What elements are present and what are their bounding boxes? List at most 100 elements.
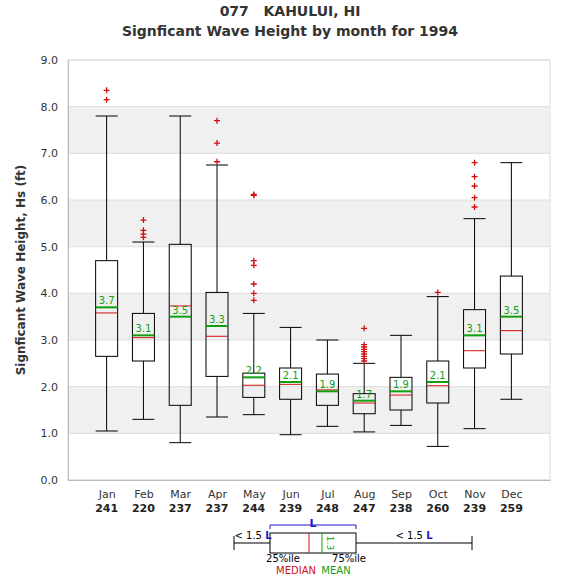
box-group [353, 325, 375, 432]
whisker-lower [180, 405, 181, 442]
grid-line [68, 106, 550, 107]
y-tick: 0.0 [41, 474, 69, 487]
mean-line [243, 376, 265, 378]
mean-label: 3.1 [467, 323, 483, 334]
count-label: 237 [206, 502, 229, 515]
whisker-cap-lower [316, 426, 338, 427]
outlier [140, 227, 146, 233]
outlier [472, 160, 478, 166]
key-mean-label: MEAN [321, 565, 350, 576]
y-tick: 7.0 [41, 147, 69, 160]
x-tick: Feb [134, 480, 153, 501]
mean-line [500, 316, 522, 318]
mean-label: 1.7 [356, 389, 372, 400]
count-label: 241 [95, 502, 118, 515]
whisker-upper [474, 219, 475, 310]
y-tick-label: 2.0 [41, 381, 59, 394]
whisker-lower [437, 403, 438, 446]
plot-frame [68, 60, 550, 480]
whisker-cap-upper [500, 162, 522, 163]
grid-band [68, 200, 550, 247]
counts: 241220237237244239248247238260239259 [95, 502, 523, 515]
y-tick: 9.0 [41, 54, 69, 67]
box-group [464, 160, 486, 429]
y-tick-label: 7.0 [41, 147, 59, 160]
y-tick-label: 8.0 [41, 101, 59, 114]
outlier [472, 204, 478, 210]
mean-line [206, 325, 228, 327]
x-tick: Dec [501, 480, 522, 501]
count-label: 247 [353, 502, 376, 515]
count-label: 238 [390, 502, 413, 515]
mean-label: 3.7 [99, 295, 115, 306]
box-group [390, 335, 412, 425]
key-median [309, 533, 310, 553]
box [500, 276, 522, 354]
box-group [132, 217, 154, 419]
whisker-lower [253, 397, 254, 414]
outlier [251, 192, 257, 198]
whisker-upper [180, 116, 181, 244]
y-tick: 5.0 [41, 241, 69, 254]
box [206, 292, 228, 376]
median-line [206, 336, 228, 337]
grid-band [68, 387, 550, 434]
grid-line [68, 60, 550, 61]
y-axis: 0.01.02.03.04.05.06.07.08.09.0 [41, 54, 69, 487]
key-bracket [270, 525, 271, 529]
median-line [96, 312, 118, 313]
mean-line [390, 390, 412, 392]
box-group [96, 87, 118, 431]
outlier [472, 183, 478, 189]
count-label: 220 [132, 502, 155, 515]
median-line [132, 337, 154, 338]
whisker-cap-lower [353, 431, 375, 432]
whisker-lower [143, 361, 144, 419]
outlier [472, 174, 478, 180]
outlier [214, 118, 220, 124]
x-tick: Aug [354, 480, 375, 501]
outlier [361, 342, 367, 348]
box [132, 313, 154, 361]
median-line [353, 403, 375, 404]
x-axis-line [69, 480, 551, 481]
key-box [270, 533, 356, 553]
mean-line [132, 334, 154, 336]
marks [96, 87, 523, 446]
key-whisker [356, 543, 472, 544]
x-tick-label: Sep [391, 488, 412, 501]
y-tick-label: 9.0 [41, 54, 59, 67]
grid-line [68, 433, 550, 434]
whisker-cap-upper [96, 116, 118, 117]
x-tick: Jun [282, 480, 300, 501]
x-tick-label: Jul [320, 488, 334, 501]
grid-line [68, 480, 550, 481]
outlier [251, 191, 257, 197]
y-tick: 3.0 [41, 334, 69, 347]
whisker-cap-upper [280, 327, 302, 328]
x-tick: Jul [320, 480, 334, 501]
y-tick: 4.0 [41, 287, 69, 300]
mean-line [427, 381, 449, 383]
subtitle: Signficant Wave Height by month for 1994 [122, 23, 458, 39]
key-mean-value: 1.3 [325, 536, 335, 550]
grid-line [68, 386, 550, 387]
count-label: 239 [463, 502, 486, 515]
x-tick: Jan [98, 480, 116, 501]
whisker-cap-lower [132, 419, 154, 420]
x-tick: Mar [170, 480, 191, 501]
mean-label: 3.5 [172, 305, 188, 316]
mean-line [169, 316, 191, 318]
y-tick-label: 0.0 [41, 474, 59, 487]
y-tick: 6.0 [41, 194, 69, 207]
count-label: 259 [500, 502, 523, 515]
grid-line [68, 200, 550, 201]
mean-label: 2.1 [430, 370, 446, 381]
count-label: 260 [426, 502, 449, 515]
key-whisker [234, 543, 270, 544]
whisker-cap-upper [464, 218, 486, 219]
box [96, 261, 118, 357]
box [280, 368, 302, 399]
median-line [427, 385, 449, 386]
whisker-cap-lower [464, 428, 486, 429]
